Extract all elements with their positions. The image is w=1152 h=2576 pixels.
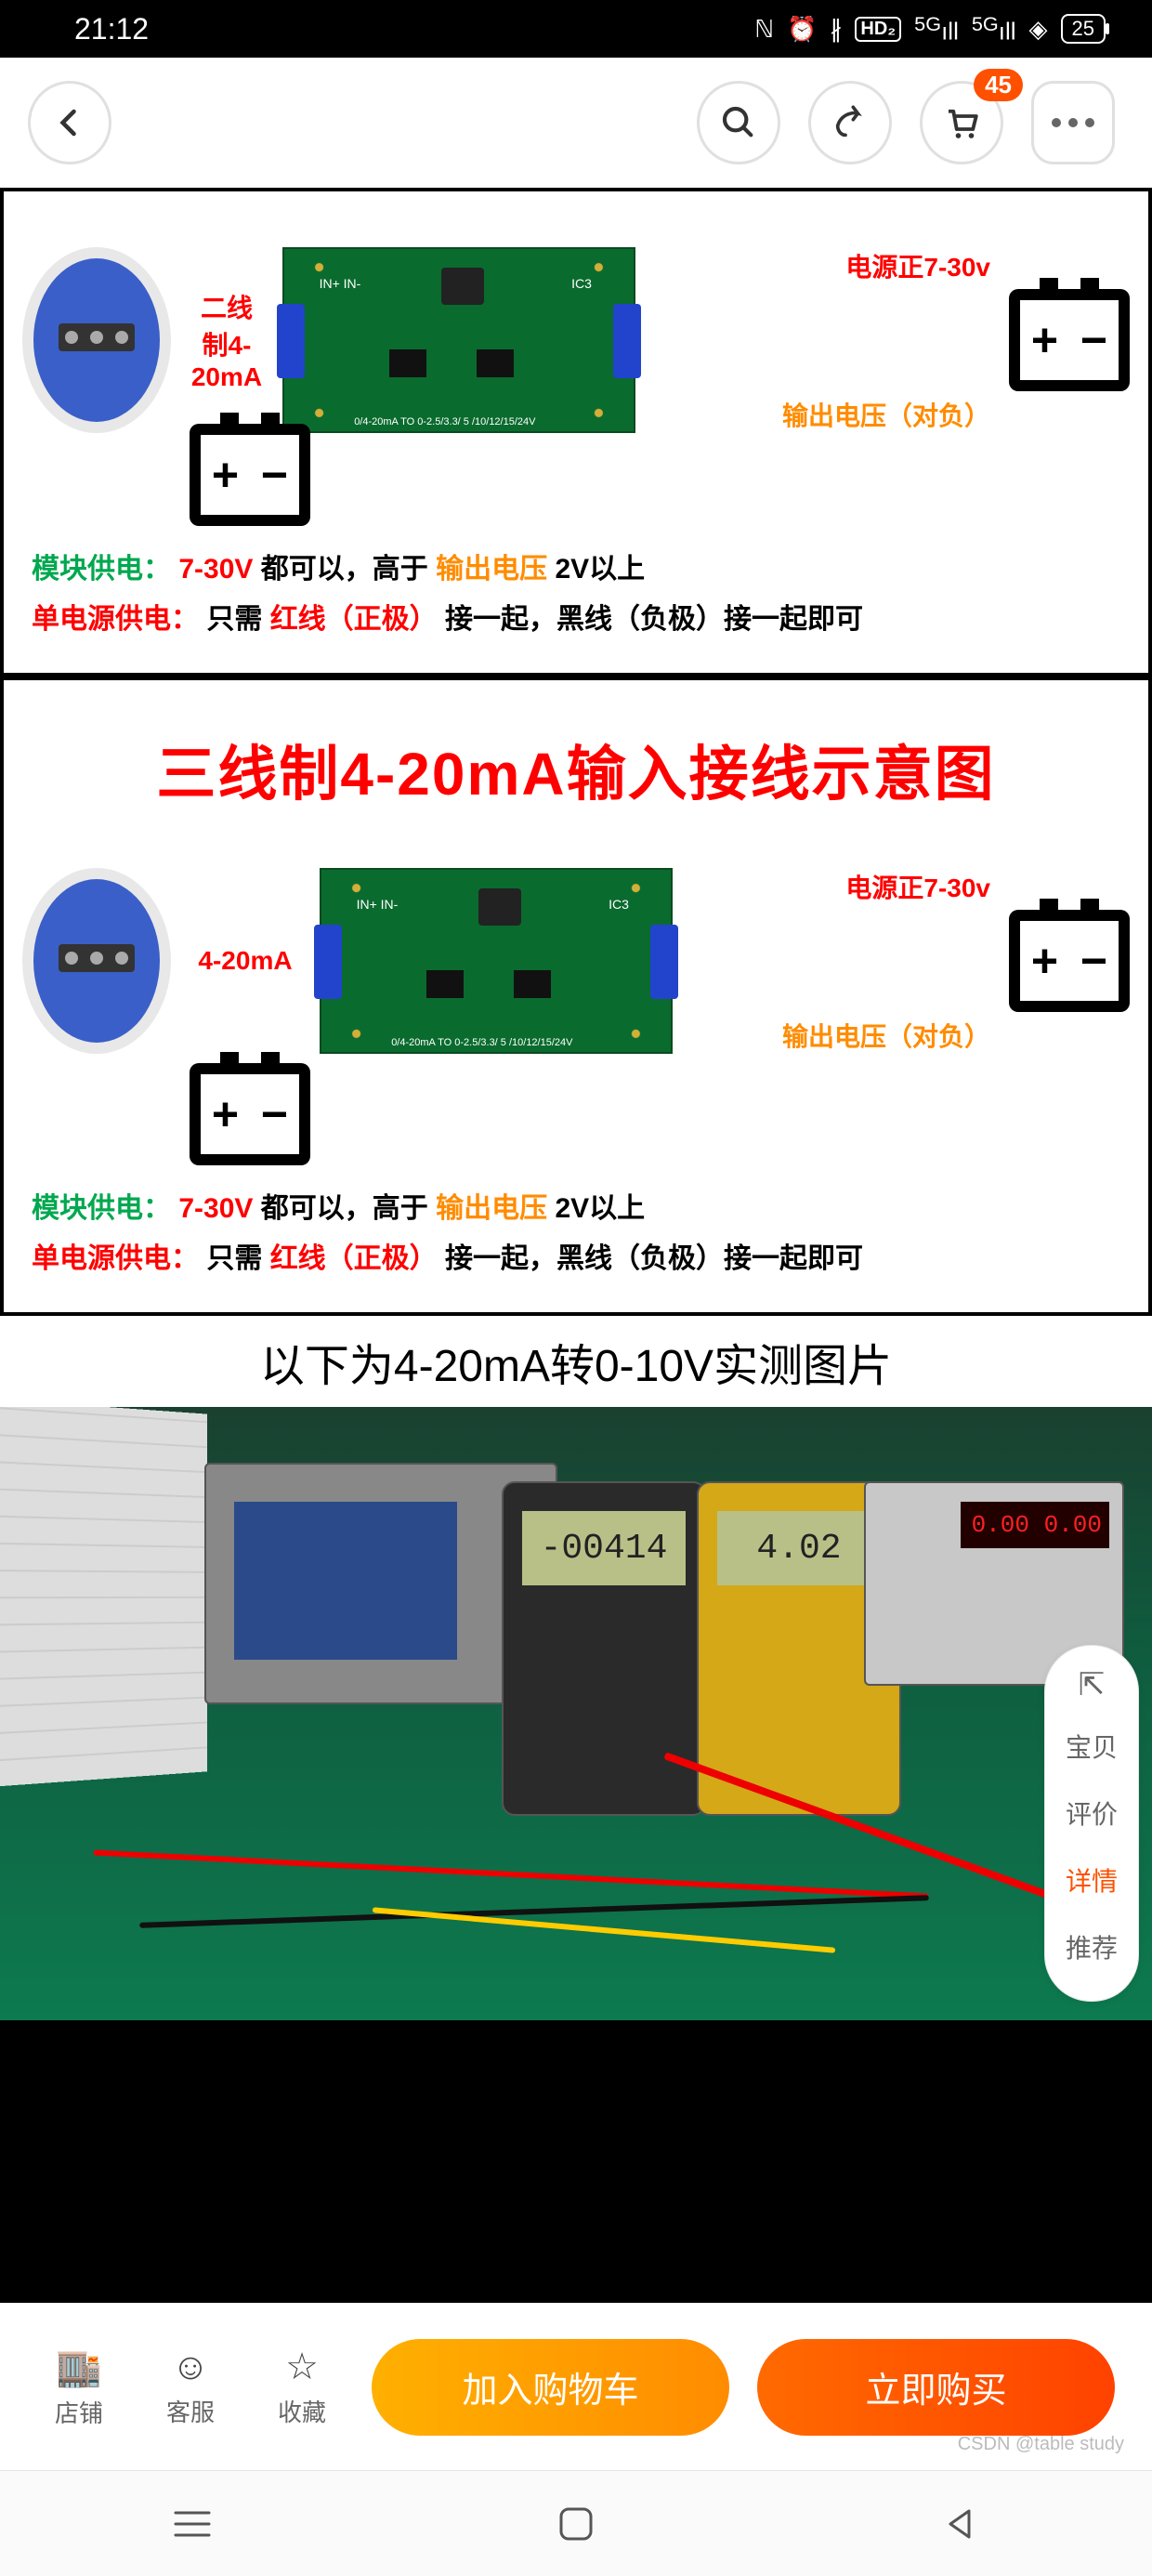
sidenav-item-product[interactable]: 宝贝 (1045, 1713, 1138, 1780)
cart-badge: 45 (974, 69, 1023, 101)
test-bench-photo: -00414 4.02 0.00 0.00 (0, 1407, 1152, 2020)
shop-button[interactable]: 🏬 店铺 (37, 2346, 121, 2429)
wiring-diagram-2wire: 二线制4-20mA IN+ IN- IC3 0/4-20mA TO 0-2.5/… (0, 188, 1152, 677)
system-nav-bar (0, 2470, 1152, 2576)
scroll-top-icon[interactable]: ⇱ (1045, 1666, 1138, 1703)
status-icons: ℕ ⏰ ∦ HD₂ 5Gıll 5Gıll ◈ 25 (754, 12, 1106, 46)
wifi-icon: ◈ (1029, 15, 1048, 44)
shop-icon: 🏬 (37, 2346, 121, 2389)
label-output: 输出电压（对负） (782, 396, 990, 433)
bluetooth-icon: ∦ (830, 15, 842, 44)
app-top-bar: 45 84 (0, 58, 1152, 188)
star-icon: ☆ (260, 2346, 344, 2388)
label-3wire: 4-20mA (190, 946, 301, 976)
sensor-module (22, 868, 171, 1054)
status-bar: 21:12 ℕ ⏰ ∦ HD₂ 5Gıll 5Gıll ◈ 25 (0, 0, 1152, 58)
chevron-left-icon (53, 106, 86, 139)
photo-caption: 以下为4-20mA转0-10V实测图片 (0, 1316, 1152, 1407)
label-output: 输出电压（对负） (782, 1017, 990, 1054)
add-to-cart-button[interactable]: 加入购物车 (372, 2339, 729, 2436)
diagram-notes: 模块供电： 7-30V 都可以，高于 输出电压 2V以上 单电源供电： 只需 红… (22, 526, 1130, 654)
wiring-diagram-3wire: 三线制4-20mA输入接线示意图 4-20mA IN+ IN- IC3 0/4-… (0, 677, 1152, 1316)
sidenav-item-recommend[interactable]: 推荐 (1045, 1913, 1138, 1980)
status-time: 21:12 (74, 12, 149, 46)
nfc-icon: ℕ (754, 15, 774, 44)
converter-pcb: IN+ IN- IC3 0/4-20mA TO 0-2.5/3.3/ 5 /10… (320, 868, 673, 1054)
home-button[interactable] (548, 2501, 604, 2547)
back-triangle-icon (939, 2504, 980, 2544)
hd-icon: HD₂ (855, 17, 901, 42)
label-2wire: 二线制4-20mA (190, 288, 264, 392)
signal-1-icon: 5Gıll (914, 12, 959, 46)
back-button[interactable] (28, 81, 111, 164)
customer-service-button[interactable]: ☺ 客服 (149, 2346, 232, 2428)
search-icon (720, 104, 757, 141)
buy-now-button[interactable]: 立即购买 (757, 2339, 1115, 2436)
sensor-battery: +− (190, 1063, 310, 1165)
alarm-icon: ⏰ (787, 15, 817, 44)
product-detail-content: 二线制4-20mA IN+ IN- IC3 0/4-20mA TO 0-2.5/… (0, 188, 1152, 2020)
section-side-nav: ⇱ 宝贝 评价 详情 推荐 (1044, 1645, 1139, 2002)
sensor-battery: +− (190, 424, 310, 526)
home-icon (556, 2504, 596, 2544)
sidenav-item-review[interactable]: 评价 (1045, 1780, 1138, 1847)
more-button[interactable]: 84 (1031, 81, 1115, 164)
diagram-title: 三线制4-20mA输入接线示意图 (22, 708, 1130, 840)
recent-apps-button[interactable] (164, 2501, 220, 2547)
search-button[interactable] (697, 81, 780, 164)
sidenav-item-detail[interactable]: 详情 (1045, 1847, 1138, 1913)
power-battery: +− (1009, 289, 1130, 391)
label-power: 电源正7-30v (845, 247, 990, 284)
label-power: 电源正7-30v (845, 868, 990, 905)
signal-2-icon: 5Gıll (972, 12, 1016, 46)
resistor-kit (0, 1407, 207, 1786)
favorite-button[interactable]: ☆ 收藏 (260, 2346, 344, 2428)
diagram-notes: 模块供电： 7-30V 都可以，高于 输出电压 2V以上 单电源供电： 只需 红… (22, 1165, 1130, 1294)
watermark: CSDN @table study (958, 2434, 1124, 2455)
menu-icon (172, 2508, 213, 2540)
cart-button[interactable]: 45 (920, 81, 1003, 164)
back-nav-button[interactable] (932, 2501, 988, 2547)
share-button[interactable] (808, 81, 892, 164)
headset-icon: ☺ (149, 2346, 232, 2388)
multimeter-1: -00414 (502, 1481, 706, 1816)
battery-icon: 25 (1061, 14, 1106, 44)
converter-pcb: IN+ IN- IC3 0/4-20mA TO 0-2.5/3.3/ 5 /10… (282, 247, 635, 433)
sensor-module (22, 247, 171, 433)
power-battery: +− (1009, 910, 1130, 1012)
share-icon (831, 104, 869, 141)
cart-icon (942, 103, 981, 142)
